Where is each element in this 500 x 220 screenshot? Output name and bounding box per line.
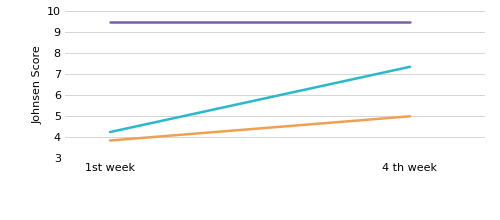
Y-axis label: Johnsen Score: Johnsen Score xyxy=(32,45,42,124)
